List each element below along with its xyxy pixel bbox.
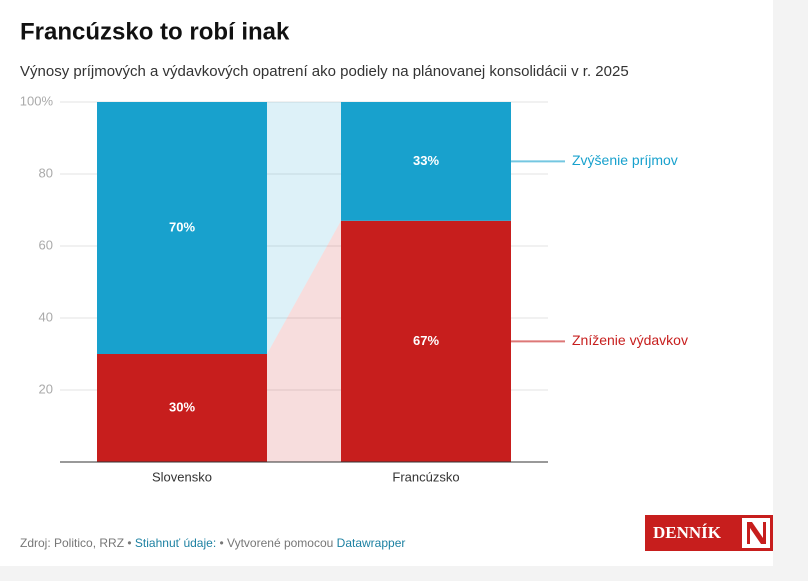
separator: • — [127, 536, 131, 550]
y-tick-label: 100% — [20, 93, 54, 108]
logo-text: DENNÍK — [653, 523, 722, 542]
legend-label: Zníženie výdavkov — [572, 332, 688, 348]
chart-subtitle: Výnosy príjmových a výdavkových opatrení… — [20, 63, 629, 80]
y-tick-label: 80 — [39, 165, 53, 180]
bar-segment — [97, 354, 267, 462]
chart-title: Francúzsko to robí inak — [20, 18, 290, 45]
source: Zdroj: Politico, RRZ — [20, 536, 124, 550]
value-label: 67% — [413, 333, 439, 348]
logo: DENNÍK — [645, 515, 773, 551]
value-label: 70% — [169, 219, 195, 234]
y-tick-label: 40 — [39, 309, 53, 324]
logo-n — [747, 522, 766, 544]
created: • Vytvorené pomocou — [220, 536, 334, 550]
tool-link[interactable]: Datawrapper — [337, 536, 406, 550]
legend-label: Zvýšenie príjmov — [572, 152, 678, 168]
x-tick-label: Francúzsko — [392, 469, 459, 484]
value-label: 33% — [413, 153, 439, 168]
x-tick-label: Slovensko — [152, 469, 212, 484]
download-link[interactable]: Stiahnuť údaje: — [135, 536, 216, 550]
value-label: 30% — [169, 399, 195, 414]
bar-segment — [341, 102, 511, 221]
connector — [267, 102, 341, 354]
y-tick-label: 60 — [39, 237, 53, 252]
footer: Zdroj: Politico, RRZ • Stiahnuť údaje: •… — [20, 536, 405, 550]
connector — [267, 220, 341, 462]
bar-segment — [97, 102, 267, 354]
bar-segment — [341, 220, 511, 462]
y-tick-label: 20 — [39, 381, 53, 396]
